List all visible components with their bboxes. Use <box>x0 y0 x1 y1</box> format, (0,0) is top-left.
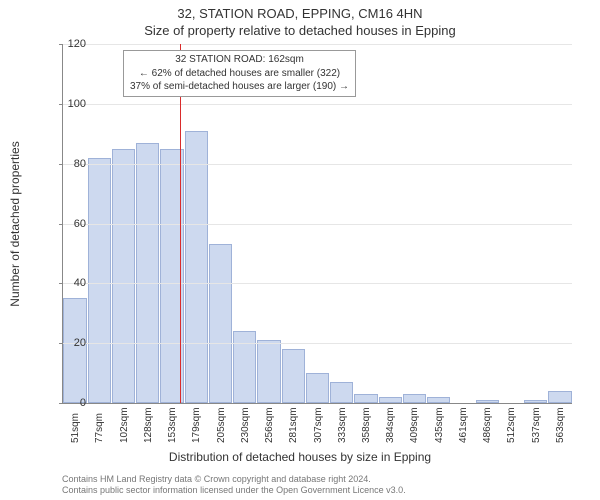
bar <box>112 149 135 403</box>
ytick-label: 20 <box>46 337 86 349</box>
attribution-footer: Contains HM Land Registry data © Crown c… <box>62 474 406 497</box>
annotation-line-3: 37% of semi-detached houses are larger (… <box>130 80 349 94</box>
bar <box>354 394 377 403</box>
bar <box>209 244 232 403</box>
ytick-label: 40 <box>46 277 86 289</box>
xtick-label: 102sqm <box>119 407 130 443</box>
ytick-label: 100 <box>46 98 86 110</box>
footer-line-2: Contains public sector information licen… <box>62 485 406 496</box>
page-address-title: 32, STATION ROAD, EPPING, CM16 4HN <box>0 0 600 21</box>
xtick-label: 563sqm <box>555 407 566 443</box>
bar <box>330 382 353 403</box>
gridline <box>63 283 572 284</box>
xtick-label: 333sqm <box>337 407 348 443</box>
bar <box>403 394 426 403</box>
bar <box>136 143 159 403</box>
xtick-label: 384sqm <box>385 407 396 443</box>
page-subtitle: Size of property relative to detached ho… <box>0 21 600 42</box>
xtick-label: 512sqm <box>506 407 517 443</box>
gridline <box>63 343 572 344</box>
bar <box>88 158 111 403</box>
ytick-label: 60 <box>46 218 86 230</box>
xtick-label: 153sqm <box>167 407 178 443</box>
bar <box>185 131 208 403</box>
x-axis-label: Distribution of detached houses by size … <box>0 450 600 464</box>
xtick-label: 179sqm <box>191 407 202 443</box>
footer-line-1: Contains HM Land Registry data © Crown c… <box>62 474 406 485</box>
ytick-label: 80 <box>46 158 86 170</box>
bar <box>476 400 499 403</box>
ytick-label: 0 <box>46 397 86 409</box>
xtick-label: 486sqm <box>482 407 493 443</box>
annotation-box: 32 STATION ROAD: 162sqm ← 62% of detache… <box>123 50 356 97</box>
xtick-label: 128sqm <box>143 407 154 443</box>
bar <box>257 340 280 403</box>
xtick-label: 537sqm <box>531 407 542 443</box>
bar <box>379 397 402 403</box>
xtick-label: 230sqm <box>240 407 251 443</box>
ytick-label: 120 <box>46 38 86 50</box>
chart-plot-area: 32 STATION ROAD: 162sqm ← 62% of detache… <box>62 44 572 404</box>
xtick-label: 77sqm <box>94 413 105 443</box>
bar <box>282 349 305 403</box>
bar <box>233 331 256 403</box>
xtick-label: 435sqm <box>434 407 445 443</box>
xtick-label: 307sqm <box>313 407 324 443</box>
xtick-label: 51sqm <box>70 413 81 443</box>
xtick-label: 281sqm <box>288 407 299 443</box>
gridline <box>63 44 572 45</box>
gridline <box>63 104 572 105</box>
bar <box>63 298 86 403</box>
xtick-label: 358sqm <box>361 407 372 443</box>
bar <box>306 373 329 403</box>
y-axis-label: Number of detached properties <box>8 141 22 306</box>
annotation-line-2: ← 62% of detached houses are smaller (32… <box>130 67 349 81</box>
xtick-label: 256sqm <box>264 407 275 443</box>
bar <box>427 397 450 403</box>
gridline <box>63 224 572 225</box>
bar <box>548 391 571 403</box>
xtick-label: 409sqm <box>409 407 420 443</box>
xtick-label: 461sqm <box>458 407 469 443</box>
xtick-label: 205sqm <box>216 407 227 443</box>
reference-vline <box>180 44 181 403</box>
gridline <box>63 164 572 165</box>
bar <box>524 400 547 403</box>
annotation-line-1: 32 STATION ROAD: 162sqm <box>130 53 349 67</box>
